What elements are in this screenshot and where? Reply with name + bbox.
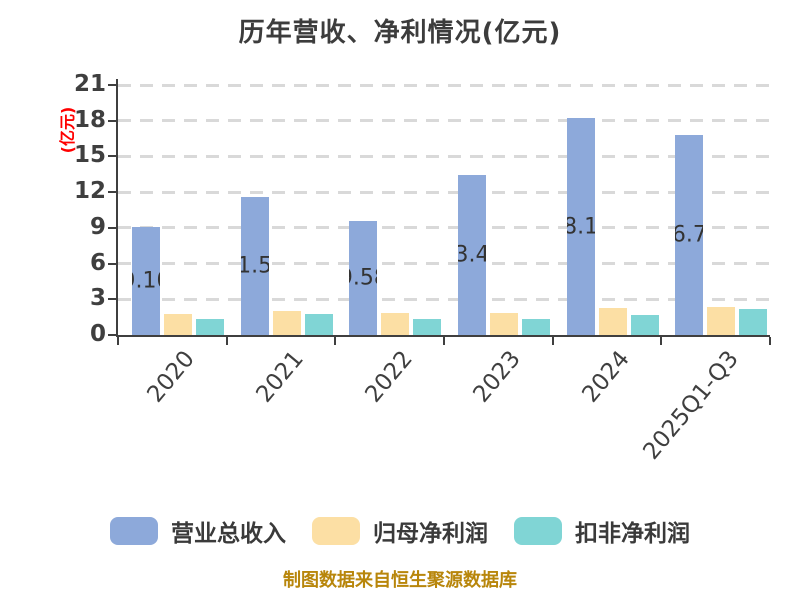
x-tick-mark xyxy=(443,337,445,345)
bar-扣非净利润-2025Q1-Q3 xyxy=(739,309,768,335)
y-tick-label: 0 xyxy=(89,321,106,347)
y-tick-label: 3 xyxy=(89,285,106,312)
bar-营业总收入-2023: 13.41 xyxy=(458,175,486,335)
y-tick-label: 6 xyxy=(89,249,106,276)
y-tick-mark xyxy=(108,119,116,122)
x-tick-mark xyxy=(551,337,554,345)
x-tick-mark xyxy=(225,337,228,345)
bar-归母净利润-2020 xyxy=(164,313,192,335)
legend-swatch xyxy=(110,517,158,545)
bar-归母净利润-2023 xyxy=(490,313,518,335)
bar-value-label: 11.59 xyxy=(240,253,269,279)
y-tick-mark xyxy=(108,155,116,158)
bar-营业总收入-2022: 9.58 xyxy=(349,220,378,335)
y-axis-line xyxy=(116,79,118,337)
x-tick-mark xyxy=(117,337,119,345)
bar-营业总收入-2021: 11.59 xyxy=(240,197,269,335)
legend-item-营业总收入: 营业总收入 xyxy=(110,514,286,548)
y-tick-mark xyxy=(108,226,116,229)
legend: 营业总收入 归母净利润 扣非净利润 xyxy=(0,514,800,548)
legend-label: 扣非净利润 xyxy=(575,521,690,547)
footer-note: 制图数据来自恒生聚源数据库 xyxy=(283,570,517,591)
gridline xyxy=(118,83,770,87)
y-tick-mark xyxy=(108,84,116,86)
x-tick-mark xyxy=(334,337,337,345)
legend-item-扣非净利润: 扣非净利润 xyxy=(514,514,690,548)
gridline xyxy=(118,119,770,123)
legend-swatch xyxy=(312,517,360,545)
bar-value-label: 13.41 xyxy=(458,242,486,268)
x-tick-label: 2023 xyxy=(468,346,527,408)
bar-value-label: 9.10 xyxy=(132,268,160,294)
legend-swatch xyxy=(514,517,562,545)
y-tick-label: 15 xyxy=(73,142,106,169)
y-tick-mark xyxy=(108,191,116,194)
bar-归母净利润-2025Q1-Q3 xyxy=(707,307,736,335)
gridline xyxy=(118,262,770,266)
legend-label: 归母净利润 xyxy=(373,521,488,547)
bar-营业总收入-2020: 9.10 xyxy=(132,226,160,335)
gridline xyxy=(118,226,770,230)
y-tick-label: 9 xyxy=(89,213,106,240)
y-tick-label: 12 xyxy=(73,178,106,205)
bar-扣非净利润-2024 xyxy=(630,315,659,335)
y-tick-mark xyxy=(108,334,116,336)
bar-扣非净利润-2021 xyxy=(304,313,333,335)
y-tick-label: 18 xyxy=(73,106,106,133)
x-tick-label: 2025Q1-Q3 xyxy=(638,346,744,465)
plot-area: 9.10 11.59 9.58 13.41 18.19 16.79 xyxy=(108,79,771,345)
legend-item-归母净利润: 归母净利润 xyxy=(312,514,488,548)
bar-扣非净利润-2022 xyxy=(413,319,442,335)
x-tick-mark xyxy=(769,337,771,345)
bar-value-label: 18.19 xyxy=(566,214,595,240)
gridline xyxy=(118,297,770,301)
bar-扣非净利润-2020 xyxy=(196,318,224,335)
gridline xyxy=(118,154,770,158)
bar-归母净利润-2022 xyxy=(381,313,410,335)
bar-营业总收入-2025Q1-Q3: 16.79 xyxy=(675,135,704,335)
x-tick-label: 2022 xyxy=(360,346,418,408)
gridline xyxy=(118,190,770,194)
bar-营业总收入-2024: 18.19 xyxy=(566,118,595,335)
x-tick-mark xyxy=(660,337,663,345)
bar-扣非净利润-2023 xyxy=(522,319,550,335)
y-tick-label: 21 xyxy=(73,71,106,97)
y-tick-mark xyxy=(108,262,116,265)
bar-归母净利润-2024 xyxy=(598,307,627,335)
legend-label: 营业总收入 xyxy=(171,521,286,547)
chart-title: 历年营收、净利情况(亿元) xyxy=(238,18,562,48)
x-tick-label: 2020 xyxy=(142,346,201,408)
x-axis-line xyxy=(116,335,770,337)
x-tick-label: 2021 xyxy=(251,346,309,408)
bar-value-label: 9.58 xyxy=(349,265,377,291)
bar-value-label: 16.79 xyxy=(675,222,704,248)
bar-归母净利润-2021 xyxy=(272,311,301,335)
x-tick-label: 2024 xyxy=(577,346,635,408)
y-tick-mark xyxy=(108,298,116,301)
